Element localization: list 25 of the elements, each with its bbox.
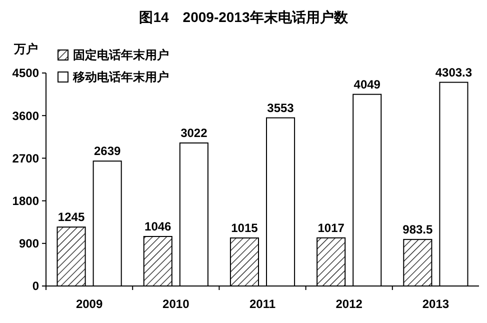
y-tick-label: 2700 (12, 151, 40, 166)
y-axis-title: 万户 (13, 42, 38, 56)
data-label: 3022 (180, 126, 208, 140)
data-label: 4049 (354, 77, 381, 92)
data-label: 983.5 (402, 222, 434, 236)
x-tick-label: 2013 (422, 297, 450, 311)
x-tick-label: 2012 (336, 297, 363, 311)
data-label: 4303.3 (435, 65, 472, 80)
x-tick-label: 2010 (162, 297, 190, 311)
legend-label: 固定电话年末用户 (73, 48, 169, 62)
data-label: 1046 (144, 219, 172, 234)
y-tick-label: 3600 (12, 108, 40, 123)
legend-label: 移动电话年末用户 (72, 70, 169, 84)
y-tick-label: 900 (18, 236, 40, 251)
chart-title: 图14 2009-2013年末电话用户数 (139, 9, 349, 25)
data-label: 3553 (267, 100, 294, 115)
data-label: 1015 (231, 220, 258, 235)
data-label: 2639 (94, 144, 121, 158)
y-tick-label: 0 (32, 279, 40, 294)
x-tick-label: 2009 (76, 297, 103, 311)
data-label: 1245 (58, 210, 85, 224)
x-tick-label: 2011 (249, 297, 276, 311)
data-label: 1017 (318, 220, 345, 235)
y-tick-label: 4500 (12, 66, 40, 80)
y-tick-label: 1800 (12, 194, 40, 208)
